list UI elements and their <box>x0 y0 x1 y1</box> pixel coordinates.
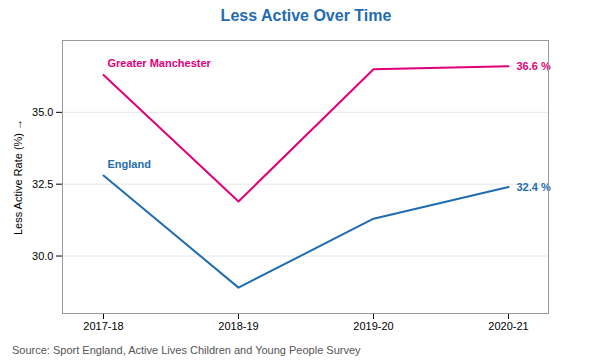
svg-text:2019-20: 2019-20 <box>353 320 393 332</box>
svg-text:32.4 %: 32.4 % <box>517 181 551 193</box>
svg-text:30.0: 30.0 <box>32 250 53 262</box>
svg-text:Greater Manchester: Greater Manchester <box>108 57 212 69</box>
html-text:Source: Sport England, Active: Source: Sport England, Active Lives Chil… <box>12 344 361 356</box>
svg-text:2018-19: 2018-19 <box>218 320 258 332</box>
svg-text:32.5: 32.5 <box>32 178 53 190</box>
svg-text:36.6 %: 36.6 % <box>517 60 551 72</box>
svg-text:2020-21: 2020-21 <box>488 320 528 332</box>
html-text:Less Active Over Time: Less Active Over Time <box>220 7 392 24</box>
svg-text:35.0: 35.0 <box>32 106 53 118</box>
svg-text:England: England <box>108 158 151 170</box>
svg-text:Less Active Rate (%) →: Less Active Rate (%) → <box>12 119 24 235</box>
svg-text:2017-18: 2017-18 <box>83 320 123 332</box>
